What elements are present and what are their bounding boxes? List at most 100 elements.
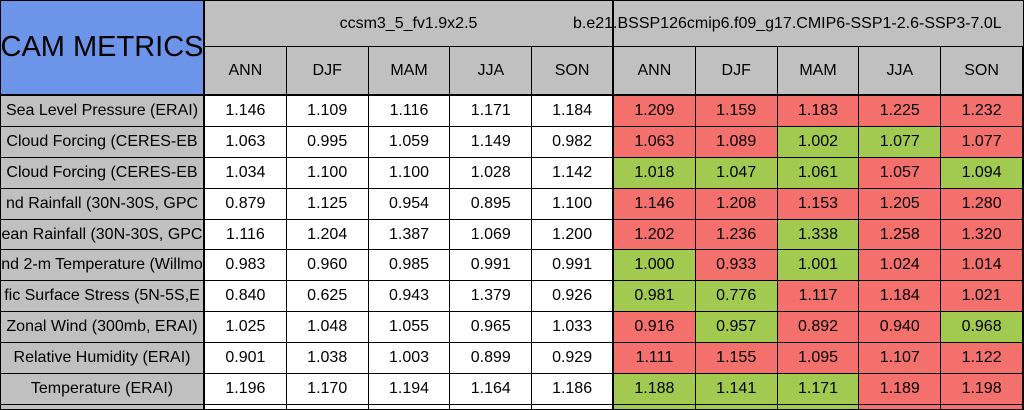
metric-value-cell: 1.077	[859, 126, 942, 158]
metric-value-cell: 1.204	[286, 219, 369, 251]
metric-value-cell: 1.028	[450, 157, 533, 189]
metric-value-cell: 1.196	[205, 374, 287, 405]
metric-row-label: Cloud Forcing (CERES-EB	[1, 126, 205, 158]
metric-value-cell: 1.155	[695, 343, 778, 375]
metric-value-cell: 0.933	[695, 250, 778, 282]
metric-value-cell: 1.094	[941, 157, 1023, 189]
metric-value-cell: 0.892	[777, 312, 860, 344]
metric-value-cell: 1.111	[614, 343, 696, 375]
season-header: JJA	[859, 47, 942, 96]
partial-next-row-cell	[777, 404, 860, 409]
metric-value-cell: 0.625	[286, 281, 369, 313]
metric-value-cell: 0.985	[368, 250, 451, 282]
metric-value-cell: 1.018	[614, 157, 696, 189]
metric-value-cell: 1.153	[777, 188, 860, 220]
metric-value-cell: 1.202	[614, 219, 696, 251]
metric-value-cell: 1.232	[941, 96, 1023, 127]
metric-value-cell: 0.895	[450, 188, 533, 220]
metric-value-cell: 1.038	[286, 343, 369, 375]
partial-next-row-cell	[368, 404, 451, 409]
metric-value-cell: 1.188	[614, 374, 696, 405]
metric-value-cell: 0.957	[695, 312, 778, 344]
metric-value-cell: 0.968	[941, 312, 1023, 344]
partial-next-row-cell	[532, 404, 614, 409]
metric-row-label: Zonal Wind (300mb, ERAI)	[1, 312, 205, 344]
metric-value-cell: 0.943	[368, 281, 451, 313]
metric-value-cell: 0.995	[286, 126, 369, 158]
metric-value-cell: 0.899	[450, 343, 533, 375]
metric-row-label: nd Rainfall (30N-30S, GPC	[1, 188, 205, 220]
metric-value-cell: 1.258	[859, 219, 942, 251]
metric-value-cell: 1.159	[695, 96, 778, 127]
metric-value-cell: 0.965	[450, 312, 533, 344]
metric-value-cell: 1.225	[859, 96, 942, 127]
metric-value-cell: 1.048	[286, 312, 369, 344]
metric-value-cell: 1.014	[941, 250, 1023, 282]
metric-value-cell: 1.338	[777, 219, 860, 251]
metric-row-label: Cloud Forcing (CERES-EB	[1, 157, 205, 189]
metric-value-cell: 1.146	[614, 188, 696, 220]
metric-value-cell: 1.125	[286, 188, 369, 220]
metric-value-cell: 0.840	[205, 281, 287, 313]
metric-row-label: Temperature (ERAI)	[1, 374, 205, 405]
partial-next-row-cell	[450, 404, 533, 409]
metric-value-cell: 1.116	[368, 96, 451, 127]
metric-value-cell: 1.184	[532, 96, 614, 127]
metric-value-cell: 0.983	[205, 250, 287, 282]
season-header: MAM	[777, 47, 860, 96]
metric-row-label: ean Rainfall (30N-30S, GPC	[1, 219, 205, 251]
metric-value-cell: 1.236	[695, 219, 778, 251]
metric-value-cell: 1.387	[368, 219, 451, 251]
metric-value-cell: 0.960	[286, 250, 369, 282]
metric-value-cell: 1.189	[859, 374, 942, 405]
partial-next-row-cell	[695, 404, 778, 409]
metric-value-cell: 1.033	[532, 312, 614, 344]
metric-row-label: Relative Humidity (ERAI)	[1, 343, 205, 375]
metric-value-cell: 1.146	[205, 96, 287, 127]
metric-value-cell: 1.149	[450, 126, 533, 158]
metric-value-cell: 0.901	[205, 343, 287, 375]
metric-value-cell: 1.183	[777, 96, 860, 127]
metric-value-cell: 0.926	[532, 281, 614, 313]
metric-value-cell: 0.991	[450, 250, 533, 282]
metric-value-cell: 1.001	[777, 250, 860, 282]
metric-value-cell: 1.109	[286, 96, 369, 127]
run-header-base: ccsm3_5_fv1.9x2.5	[205, 1, 614, 47]
metric-row-label: fic Surface Stress (5N-5S,E	[1, 281, 205, 313]
season-header: MAM	[368, 47, 451, 96]
metric-value-cell: 1.198	[941, 374, 1023, 405]
metric-value-cell: 1.063	[614, 126, 696, 158]
season-header: DJF	[286, 47, 369, 96]
metric-value-cell: 1.061	[777, 157, 860, 189]
metric-value-cell: 1.095	[777, 343, 860, 375]
metric-value-cell: 1.002	[777, 126, 860, 158]
metric-value-cell: 1.379	[450, 281, 533, 313]
metric-value-cell: 1.280	[941, 188, 1023, 220]
season-header: DJF	[695, 47, 778, 96]
metric-value-cell: 0.981	[614, 281, 696, 313]
metric-value-cell: 1.100	[286, 157, 369, 189]
metric-value-cell: 1.047	[695, 157, 778, 189]
metric-value-cell: 1.025	[205, 312, 287, 344]
metric-value-cell: 0.982	[532, 126, 614, 158]
metric-value-cell: 1.057	[859, 157, 942, 189]
metric-value-cell: 1.164	[450, 374, 533, 405]
metric-value-cell: 0.879	[205, 188, 287, 220]
metric-value-cell: 1.000	[614, 250, 696, 282]
partial-next-row-cell	[859, 404, 942, 409]
season-header: ANN	[614, 47, 696, 96]
metric-value-cell: 1.003	[368, 343, 451, 375]
season-header: JJA	[450, 47, 533, 96]
metric-value-cell: 0.929	[532, 343, 614, 375]
partial-next-row-label	[1, 404, 205, 409]
season-header: SON	[532, 47, 614, 96]
metric-value-cell: 1.063	[205, 126, 287, 158]
metric-value-cell: 1.200	[532, 219, 614, 251]
metric-value-cell: 0.776	[695, 281, 778, 313]
metric-value-cell: 1.107	[859, 343, 942, 375]
season-header: SON	[941, 47, 1023, 96]
metric-value-cell: 1.034	[205, 157, 287, 189]
metric-value-cell: 1.186	[532, 374, 614, 405]
metric-value-cell: 1.194	[368, 374, 451, 405]
